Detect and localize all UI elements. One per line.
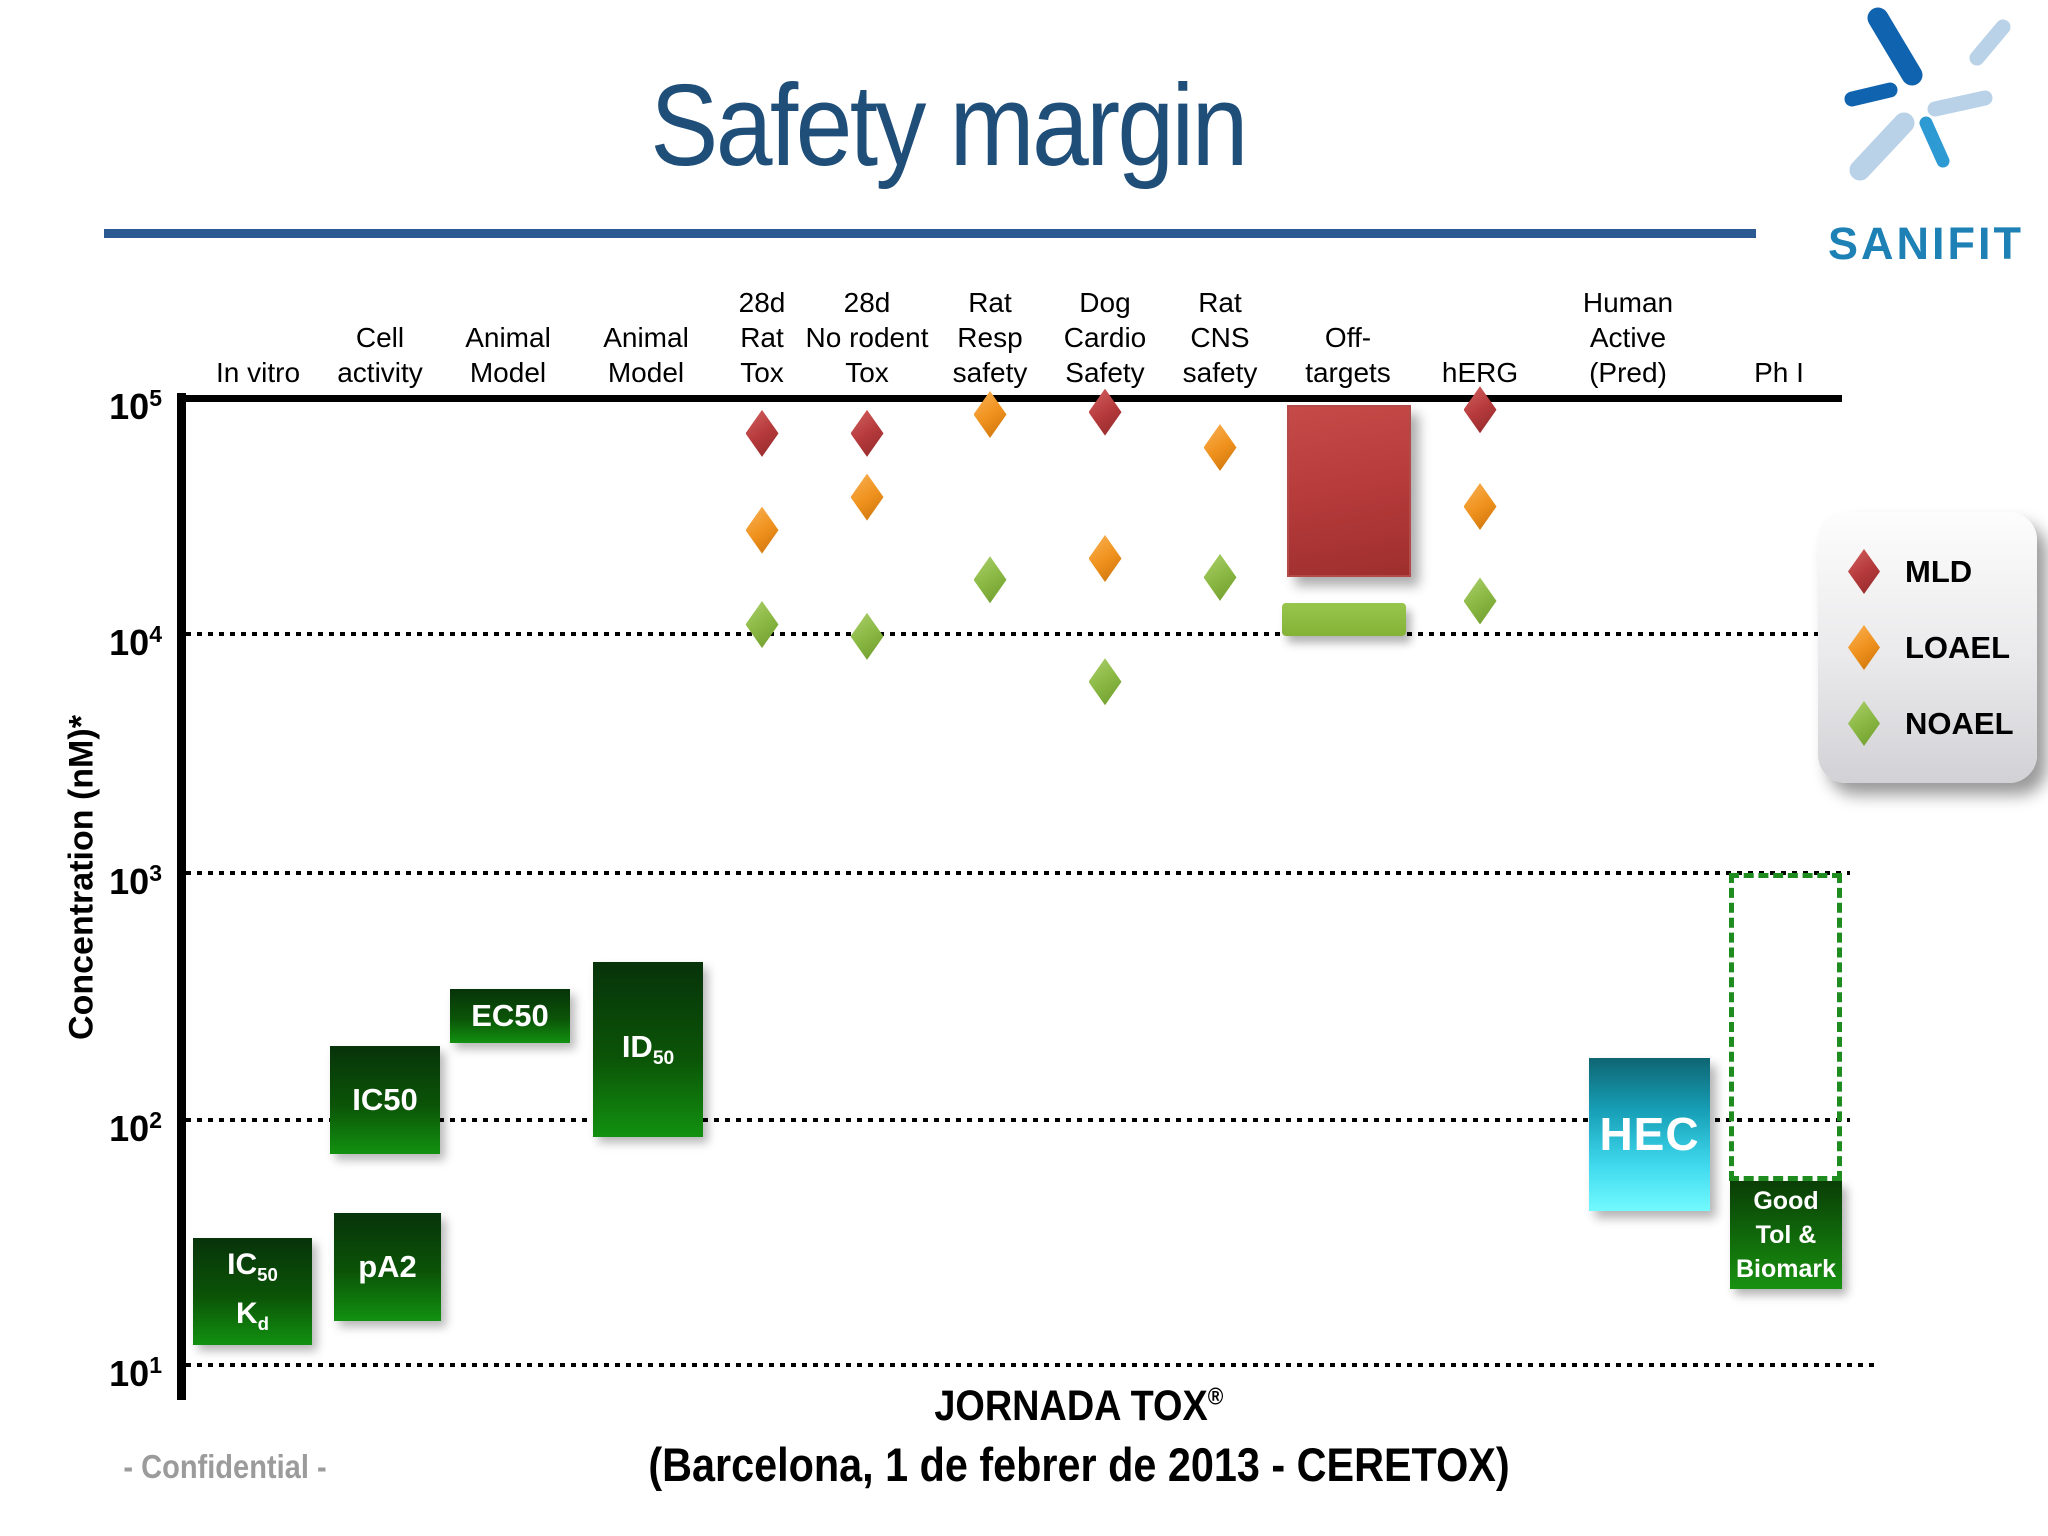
marker-loael-diamond: [1463, 483, 1497, 531]
footer-event-title-text: JORNADA TOX®: [935, 1382, 1224, 1431]
y-axis-line: [177, 393, 186, 1400]
ec50-box: EC50: [450, 989, 570, 1044]
ic50-cell-box-label: IC50: [352, 1082, 418, 1118]
y-axis-tick-label: 102: [109, 1107, 162, 1149]
gridline: [186, 632, 1850, 636]
marker-mld-diamond: [1463, 386, 1497, 434]
ph1-window-box: [1729, 873, 1842, 1182]
id50-box-label: ID50: [621, 1028, 675, 1070]
column-header: hERG: [1441, 357, 1519, 388]
marker-loael-diamond: [745, 506, 779, 554]
good-tol-biomark-box: Good Tol & Biomark: [1730, 1181, 1842, 1290]
column-header: Cell activity: [337, 322, 423, 388]
plot-top-border: [177, 395, 1842, 402]
footer-line1-text: JORNADA TOX: [934, 1382, 1208, 1430]
legend-item-loael: LOAEL: [1848, 625, 2037, 670]
marker-noael-diamond: [745, 601, 779, 649]
confidential-text: - Confidential -: [123, 1448, 327, 1485]
title-underline: [104, 229, 1756, 238]
legend-label: NOAEL: [1905, 705, 2014, 741]
column-header: Rat Resp safety: [952, 287, 1028, 388]
legend-label: MLD: [1905, 553, 1973, 589]
confidential-note: - Confidential -: [110, 1448, 341, 1486]
y-axis-tick-label: 105: [109, 385, 162, 427]
marker-loael-diamond: [1203, 424, 1237, 472]
ic50-cell-box: IC50: [330, 1045, 440, 1155]
marker-noael-diamond: [1088, 658, 1122, 706]
invitro-binding-box: IC50 Kd: [193, 1237, 312, 1346]
gridline: [186, 1118, 1850, 1122]
column-header: Rat CNS safety: [1182, 287, 1258, 388]
legend-label: LOAEL: [1905, 629, 2011, 665]
footer-caption: JORNADA TOX® (Barcelona, 1 de febrer de …: [590, 1382, 1569, 1492]
footer-event-title: JORNADA TOX®: [590, 1382, 1569, 1431]
marker-noael-diamond: [973, 556, 1007, 604]
marker-loael-diamond: [1088, 534, 1122, 582]
y-axis-tick-label: 104: [109, 621, 162, 663]
column-header: 28d No rodent Tox: [805, 287, 929, 388]
good-tol-biomark-box-label: Biomark: [1735, 1255, 1837, 1284]
noael-diamond-icon: [1848, 701, 1880, 746]
ec50-box-label: EC50: [471, 998, 549, 1034]
marker-loael-diamond: [850, 473, 884, 521]
pa2-box-label: pA2: [358, 1248, 417, 1284]
invitro-binding-box-label: IC50: [227, 1248, 278, 1286]
footer-event-location: (Barcelona, 1 de febrer de 2013 - CERETO…: [590, 1437, 1569, 1492]
marker-mld-diamond: [745, 409, 779, 457]
y-axis-tick-label: 103: [109, 860, 162, 902]
legend-item-noael: NOAEL: [1848, 701, 2037, 746]
column-header: Human Active (Pred): [1582, 287, 1674, 388]
marker-noael-diamond: [850, 612, 884, 660]
good-tol-biomark-box-label: Good: [1753, 1187, 1819, 1216]
marker-noael-diamond: [1463, 577, 1497, 625]
chart-legend: MLD LOAEL NOAEL: [1818, 512, 2037, 783]
y-axis-tick-label: 101: [109, 1352, 162, 1394]
hec-box: HEC: [1589, 1058, 1710, 1211]
good-tol-biomark-box-label: Tol &: [1755, 1221, 1817, 1250]
invitro-binding-box-label: Kd: [235, 1296, 270, 1334]
legend-item-mld: MLD: [1848, 549, 2037, 594]
off-targets-noael-band: [1282, 603, 1406, 637]
page-title: Safety margin: [610, 58, 1287, 192]
footer-line2-text: (Barcelona, 1 de febrer de 2013 - CERETO…: [648, 1438, 1510, 1491]
registered-mark: ®: [1207, 1383, 1224, 1411]
loael-diamond-icon: [1848, 625, 1880, 670]
gridline: [186, 1363, 1880, 1367]
column-header: Animal Model: [465, 322, 551, 388]
marker-mld-diamond: [850, 409, 884, 457]
page-title-text: Safety margin: [650, 60, 1248, 190]
column-header: 28d Rat Tox: [738, 287, 786, 388]
hec-box-label: HEC: [1599, 1108, 1700, 1161]
marker-noael-diamond: [1203, 553, 1237, 601]
off-targets-range-box: [1287, 405, 1411, 577]
column-header: Off- targets: [1305, 322, 1391, 388]
column-header: Animal Model: [603, 322, 689, 388]
gridline: [186, 871, 1850, 875]
mld-diamond-icon: [1848, 549, 1880, 594]
column-header: In vitro: [215, 357, 301, 388]
sanifit-logo-icon: [1844, 7, 2011, 181]
column-header: Dog Cardio Safety: [1063, 287, 1147, 388]
id50-box: ID50: [593, 961, 703, 1138]
column-header: Ph I: [1754, 357, 1804, 388]
sanifit-wordmark: SANIFIT: [1828, 218, 2024, 269]
pa2-box: pA2: [334, 1213, 441, 1321]
